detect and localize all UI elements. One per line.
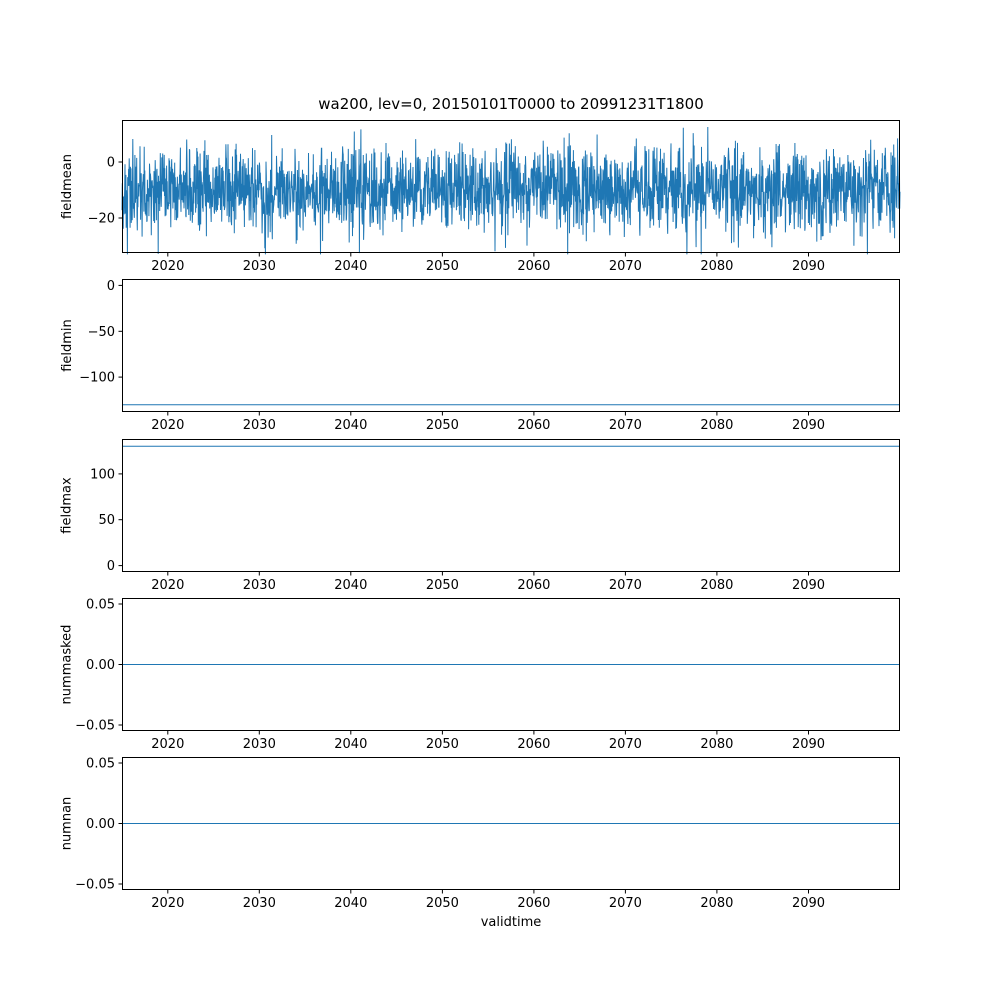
x-tick-label: 2080 bbox=[700, 578, 733, 593]
x-tick-label: 2040 bbox=[334, 578, 367, 593]
x-tick-label: 2030 bbox=[243, 578, 276, 593]
x-tick-label: 2060 bbox=[517, 896, 550, 911]
subplot-nummasked: 2020 2030 2040 2050 2060 2070 2080 2090 0.05 0.00… bbox=[75, 598, 900, 752]
x-tick-label: 2080 bbox=[700, 737, 733, 752]
y-tick-label: 0 bbox=[107, 156, 115, 171]
y-axis-label-text: nummasked bbox=[59, 624, 75, 704]
x-tick-label: 2060 bbox=[517, 418, 550, 433]
chart-title: wa200, lev=0, 20150101T0000 to 20991231T… bbox=[318, 95, 704, 113]
x-tick-label: 2070 bbox=[609, 896, 642, 911]
x-axis-label: validtime bbox=[480, 915, 542, 930]
y-tick-label: 0.00 bbox=[86, 817, 115, 832]
y-tick-label: −0.05 bbox=[75, 719, 115, 734]
x-tick-label: 2020 bbox=[151, 578, 184, 593]
x-tick-label: 2020 bbox=[151, 737, 184, 752]
y-tick-label: −100 bbox=[79, 371, 115, 386]
x-tick-label: 2040 bbox=[334, 896, 367, 911]
x-tick-label: 2020 bbox=[151, 896, 184, 911]
x-tick-label: 2080 bbox=[700, 259, 733, 274]
x-tick-label: 2060 bbox=[517, 737, 550, 752]
y-tick-label: −20 bbox=[88, 212, 115, 227]
axes-frame bbox=[122, 439, 900, 572]
axes-frame bbox=[122, 120, 900, 253]
subplot-fieldmin: 2020 2030 2040 2050 2060 2070 2080 2090 0 −50 −100 bbox=[79, 279, 900, 433]
axes-frame bbox=[122, 598, 900, 731]
y-tick-label: −50 bbox=[88, 325, 115, 340]
x-tick-label: 2090 bbox=[792, 259, 825, 274]
x-tick-label: 2050 bbox=[426, 737, 459, 752]
x-tick-label: 2080 bbox=[700, 896, 733, 911]
x-tick-label: 2070 bbox=[609, 737, 642, 752]
y-tick-label: 0.05 bbox=[86, 598, 115, 613]
x-tick-label: 2030 bbox=[243, 737, 276, 752]
x-tick-label: 2080 bbox=[700, 418, 733, 433]
subplot-numnan: 2020 2030 2040 2050 2060 2070 2080 2090 0.05 0.00… bbox=[75, 757, 900, 911]
y-axis-label-text: fieldmean bbox=[59, 153, 75, 219]
x-tick-label: 2040 bbox=[334, 418, 367, 433]
y-tick-label: 0 bbox=[107, 279, 115, 294]
y-axis-label-text: numnan bbox=[59, 796, 75, 850]
y-tick-label: 0.05 bbox=[86, 757, 115, 772]
x-tick-label: 2020 bbox=[151, 259, 184, 274]
x-tick-label: 2060 bbox=[517, 578, 550, 593]
series-noise bbox=[121, 126, 901, 255]
subplot-fieldmax: 2020 2030 2040 2050 2060 2070 2080 2090 0 50 100 bbox=[90, 439, 900, 593]
x-tick-label: 2030 bbox=[243, 259, 276, 274]
axes-frame bbox=[122, 279, 900, 412]
x-tick-label: 2050 bbox=[426, 259, 459, 274]
axes-frame bbox=[122, 757, 900, 890]
y-tick-label: 100 bbox=[90, 467, 115, 482]
x-tick-label: 2050 bbox=[426, 578, 459, 593]
x-tick-label: 2070 bbox=[609, 259, 642, 274]
y-tick-label: 0.00 bbox=[86, 658, 115, 673]
y-tick-label: 50 bbox=[98, 513, 115, 528]
x-tick-label: 2090 bbox=[792, 737, 825, 752]
x-tick-label: 2030 bbox=[243, 896, 276, 911]
subplot-fieldmean: 2020 2030 2040 2050 2060 2070 2080 2090 0 −20 bbox=[88, 120, 901, 274]
x-tick-label: 2090 bbox=[792, 896, 825, 911]
y-tick-label: −0.05 bbox=[75, 878, 115, 893]
x-tick-label: 2040 bbox=[334, 737, 367, 752]
x-tick-label: 2030 bbox=[243, 418, 276, 433]
x-tick-label: 2070 bbox=[609, 578, 642, 593]
x-tick-label: 2020 bbox=[151, 418, 184, 433]
x-tick-label: 2040 bbox=[334, 259, 367, 274]
x-tick-label: 2090 bbox=[792, 578, 825, 593]
y-axis-label-text: fieldmin bbox=[59, 318, 75, 372]
x-tick-label: 2090 bbox=[792, 418, 825, 433]
y-tick-label: 0 bbox=[107, 559, 115, 574]
x-tick-label: 2050 bbox=[426, 896, 459, 911]
x-tick-label: 2060 bbox=[517, 259, 550, 274]
x-tick-label: 2070 bbox=[609, 418, 642, 433]
y-axis-label-text: fieldmax bbox=[59, 476, 75, 534]
x-tick-label: 2050 bbox=[426, 418, 459, 433]
